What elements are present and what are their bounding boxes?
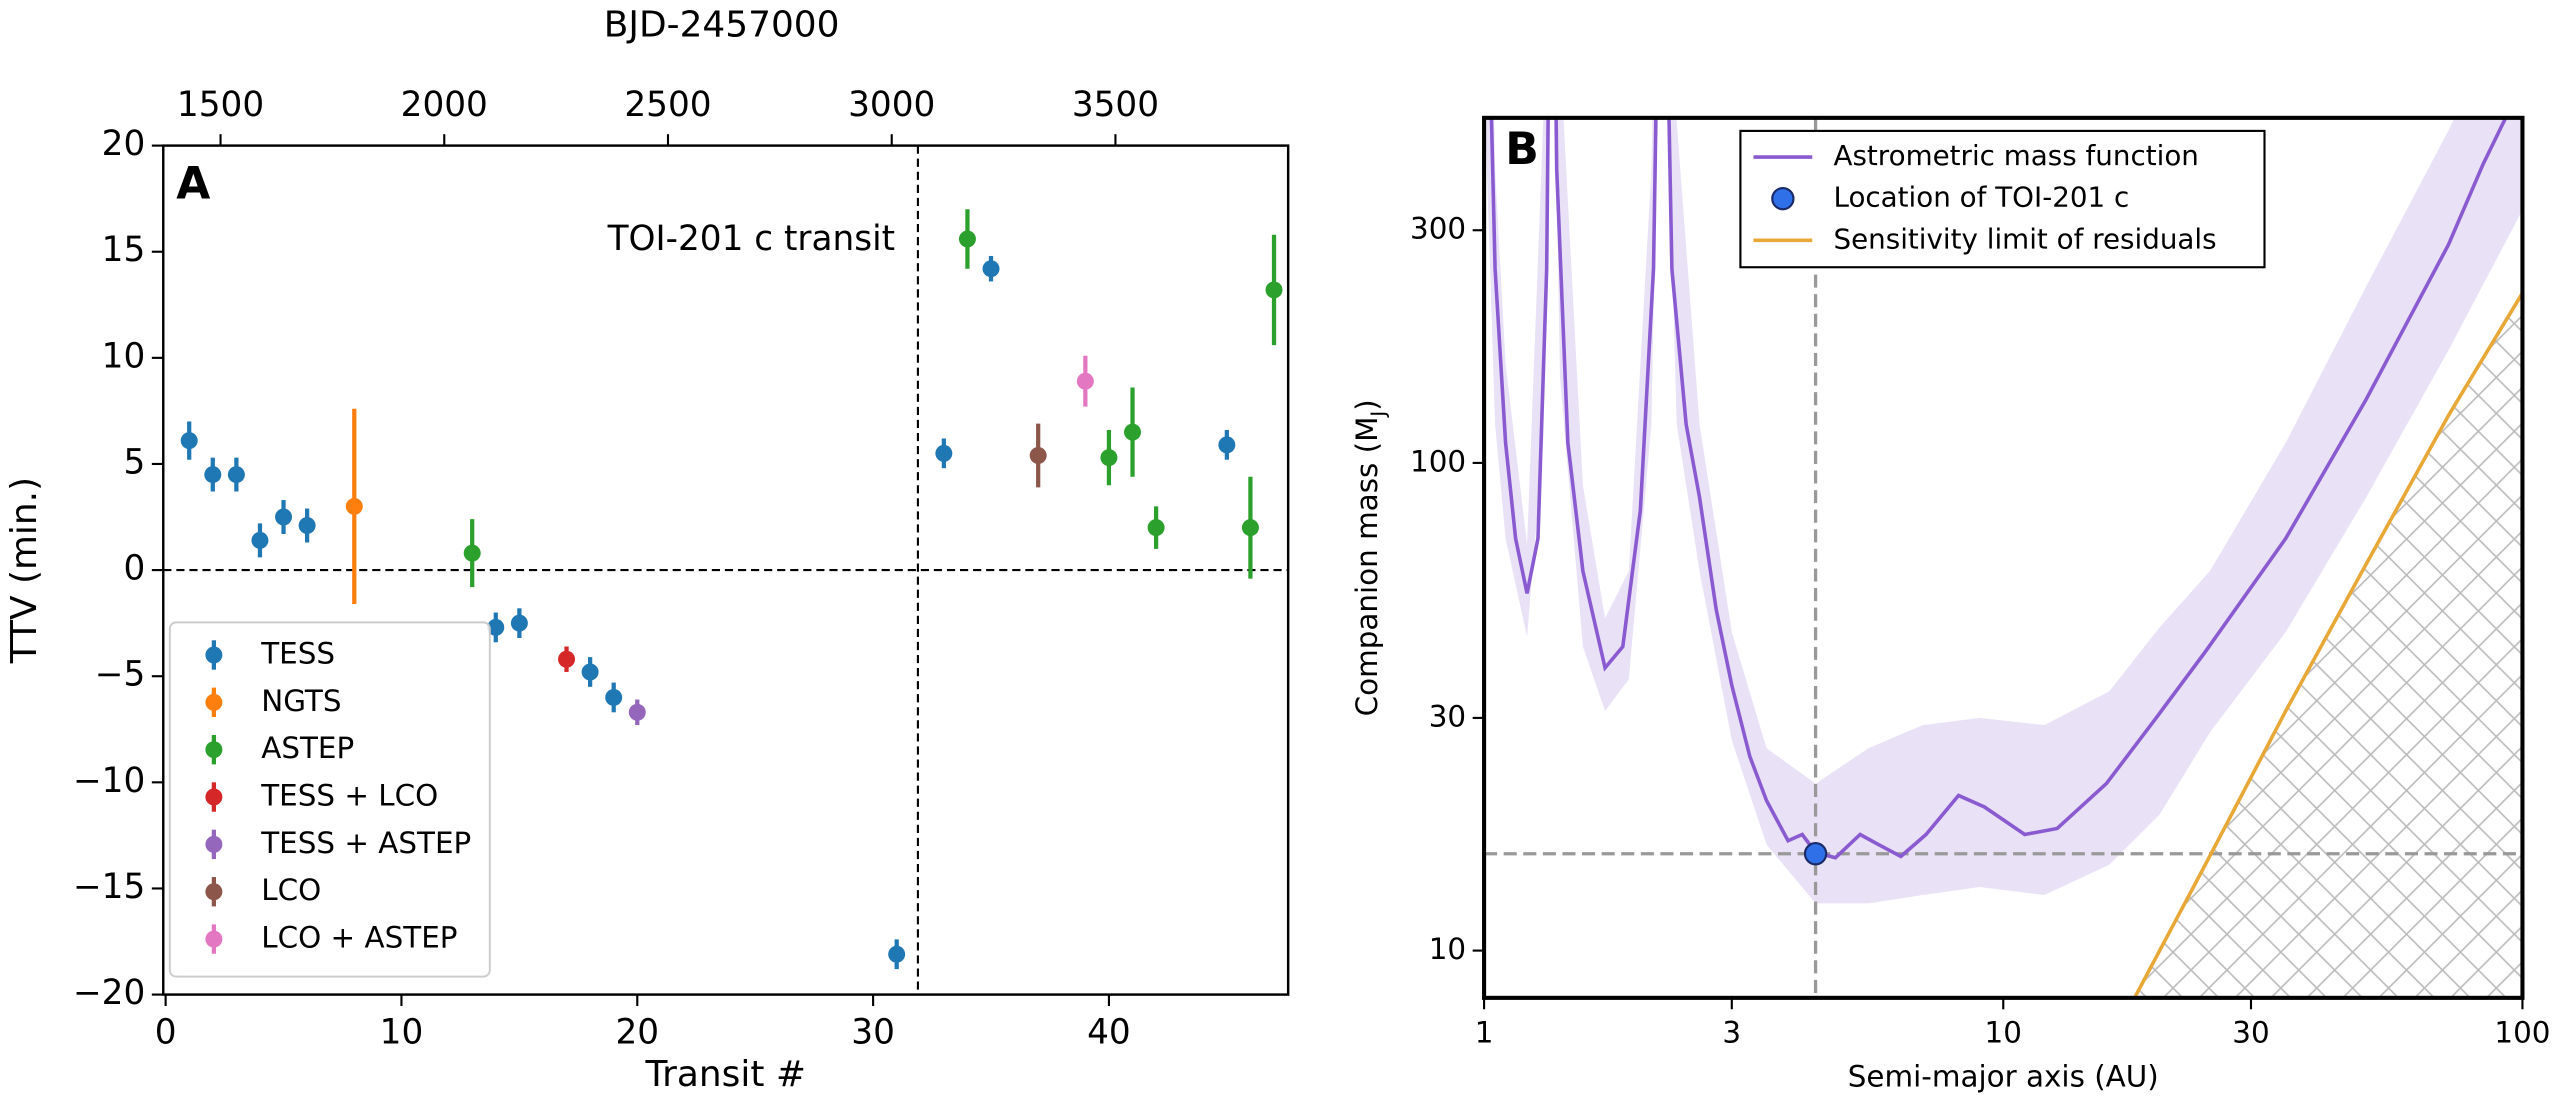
legend-label: ASTEP [261,731,354,765]
legend-label: Location of TOI-201 c [1833,181,2129,214]
point [888,945,906,963]
point [982,260,1000,278]
legend-marker [205,930,223,948]
panel-b: 1 3 10 30 100 10 30 100 300 Semi-major axis (AU) C… [1350,115,2550,1093]
y-tick-label: 10 [102,336,146,376]
x-tick-label: 10 [1985,1015,2022,1049]
y-tick-label: 30 [1429,699,1466,733]
panel-label: A [176,158,210,209]
legend-label: LCO + ASTEP [261,921,457,955]
x-tick-label: 40 [1087,1012,1131,1052]
legend-marker [205,741,223,759]
point [180,432,198,450]
point [581,663,599,681]
x-tick-label: 10 [380,1012,424,1052]
y-tick-label: 0 [123,549,145,589]
point [251,531,269,549]
point [1265,281,1283,299]
y-tick-label: −5 [95,655,146,695]
y-axis-label-part: Companion mass (M [1350,417,1384,717]
y-tick-label: 15 [102,230,146,270]
y-tick-label: 20 [102,124,146,164]
location-marker [1803,842,1828,866]
plot-area [163,145,1289,995]
point [605,688,623,706]
excluded-region [2134,293,2523,998]
legend-marker [205,788,223,806]
point [275,508,293,526]
uncertainty-band [1485,117,2523,904]
x-axis-label: Transit # [644,1054,805,1095]
legend-label: Sensitivity limit of residuals [1833,222,2216,255]
legend-label: NGTS [261,684,341,718]
legend-marker [205,883,223,901]
point [1124,423,1142,441]
point [1076,372,1094,390]
y-axis-label-part: J [1367,411,1390,419]
x2-tick-label: 3000 [848,85,935,125]
y-tick-label: 100 [1410,444,1466,478]
x-tick-label: 3 [1722,1015,1741,1049]
y-tick-label: −15 [73,867,145,907]
x2-axis-label: BJD-2457000 [604,4,840,45]
legend-marker [1771,186,1795,211]
curve [2132,292,2523,998]
x2-tick-label: 3500 [1072,85,1159,125]
point [1029,446,1047,464]
x-tick-label: 1 [1475,1015,1494,1049]
x2-tick-label: 2500 [624,85,711,125]
legend-box [168,621,491,978]
x2-tick-label: 2000 [401,85,488,125]
panel-label: B [1505,124,1539,175]
annotation: TOI-201 c transit [607,219,895,259]
x-tick-label: 30 [2232,1015,2269,1049]
point [204,466,222,484]
point [227,466,245,484]
point [1100,449,1118,467]
point [510,614,528,632]
point [958,230,976,248]
legend-marker [205,835,223,853]
legend-label: TESS + ASTEP [260,826,471,860]
legend-marker [205,693,223,711]
point [1147,519,1165,537]
y-tick-label: −20 [73,973,145,1013]
x-axis-label: Semi-major axis (AU) [1848,1059,2159,1093]
panel-a: TOI-201 c transit 0 10 20 30 40 −20 −15 −10 −5 0 5 1… [4,4,1290,1095]
plot-area [1484,117,2523,998]
legend-label: TESS + LCO [260,779,438,813]
x-tick-label: 0 [155,1012,177,1052]
point [1218,436,1236,454]
y-axis-label-part: ) [1350,399,1384,410]
x2-tick-label: 1500 [177,85,264,125]
point [345,497,363,515]
y-tick-label: −10 [73,761,145,801]
y-tick-label: 10 [1429,932,1466,966]
y-tick-label: 5 [123,442,145,482]
curve [1489,117,2508,860]
x-tick-label: 20 [615,1012,659,1052]
point [298,517,316,535]
point [628,703,646,721]
x-tick-label: 100 [2494,1015,2550,1049]
legend-label: Astrometric mass function [1833,139,2198,172]
point [1241,519,1259,537]
y-axis-label: TTV (min.) [4,477,45,664]
legend-label: LCO [261,873,321,907]
x-tick-label: 30 [851,1012,895,1052]
legend-marker [205,646,223,664]
legend-box [1739,129,2266,269]
y-tick-label: 300 [1410,212,1466,246]
point [487,618,505,636]
point [463,544,481,562]
point [558,650,576,668]
point [935,444,953,462]
y-axis-label: Companion mass (MJ) [1350,399,1390,716]
legend-label: TESS [260,636,335,670]
